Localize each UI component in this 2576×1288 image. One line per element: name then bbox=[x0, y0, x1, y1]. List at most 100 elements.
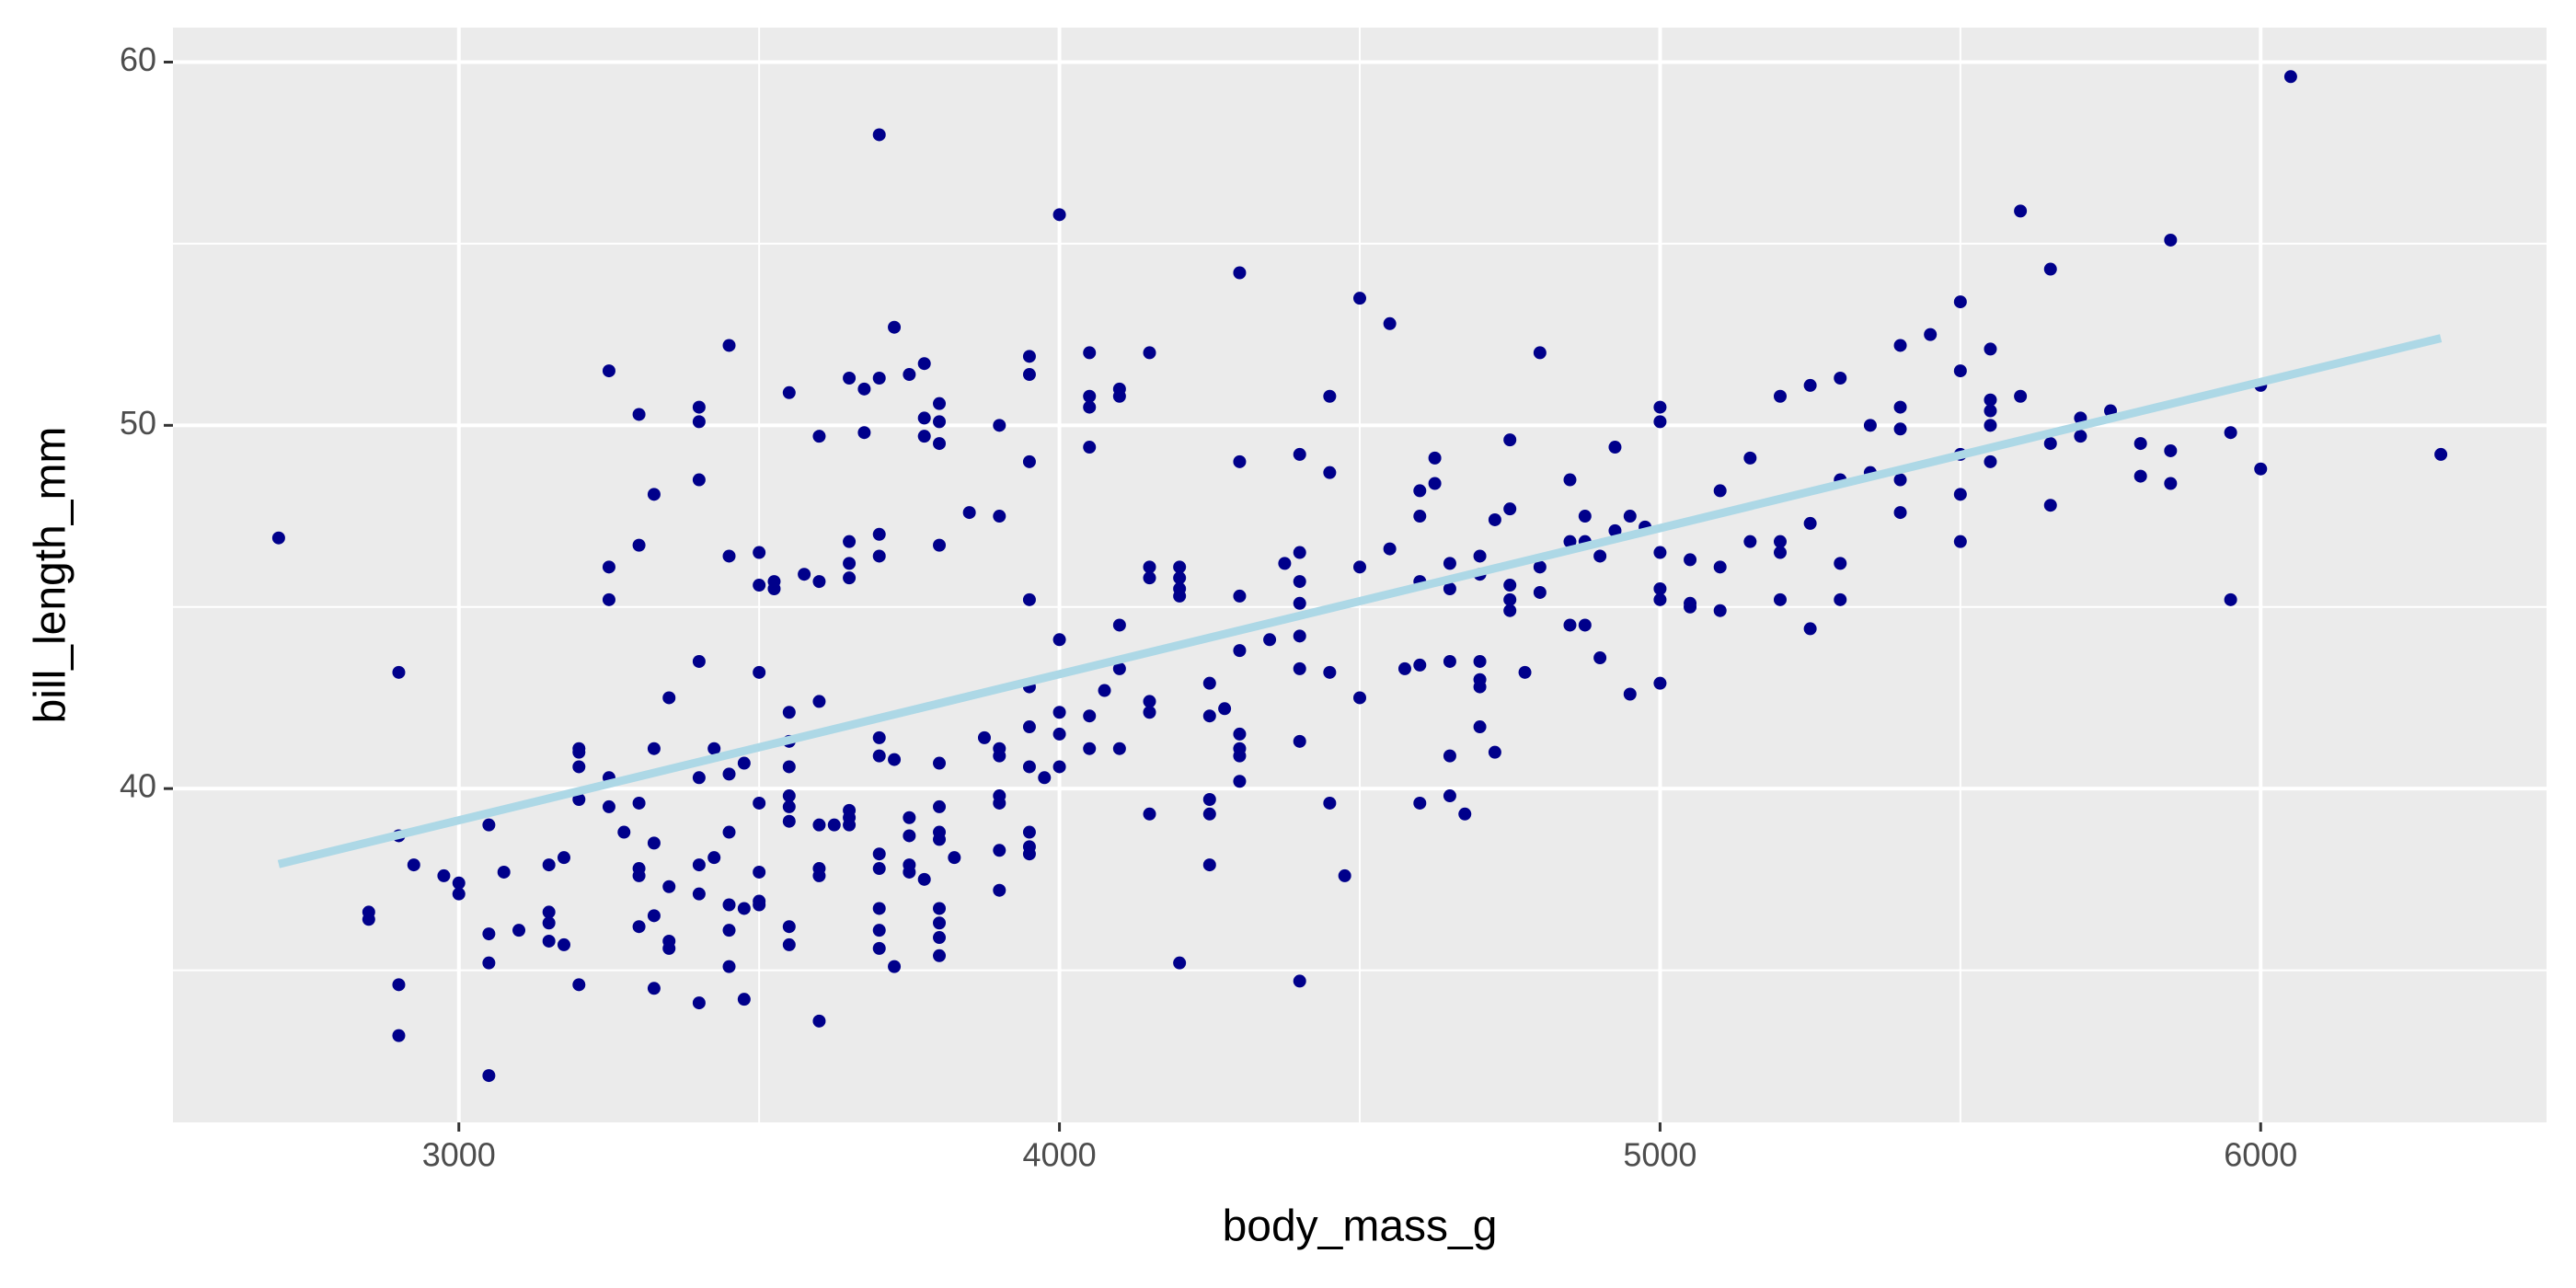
point bbox=[1608, 523, 1622, 537]
point bbox=[1083, 389, 1097, 403]
point bbox=[1022, 760, 1036, 774]
point bbox=[888, 960, 902, 973]
point bbox=[1022, 350, 1036, 363]
point bbox=[662, 691, 676, 705]
point bbox=[1803, 378, 1817, 392]
point bbox=[933, 415, 947, 429]
point bbox=[707, 742, 721, 755]
x-tick-label: 6000 bbox=[2224, 1136, 2297, 1174]
point bbox=[933, 538, 947, 552]
point bbox=[1278, 557, 1292, 570]
point bbox=[872, 549, 886, 563]
point bbox=[948, 851, 961, 865]
point bbox=[1713, 560, 1727, 574]
point bbox=[1428, 477, 1442, 490]
point bbox=[722, 339, 736, 352]
point bbox=[722, 767, 736, 781]
point bbox=[1473, 654, 1487, 668]
point bbox=[1473, 720, 1487, 734]
point bbox=[872, 730, 886, 744]
point bbox=[1383, 316, 1397, 330]
point bbox=[692, 887, 706, 901]
point bbox=[1173, 589, 1187, 603]
point bbox=[632, 920, 646, 934]
trend-line bbox=[277, 334, 2443, 868]
point bbox=[1653, 400, 1667, 414]
point bbox=[722, 549, 736, 563]
point bbox=[1202, 676, 1216, 690]
point bbox=[1233, 644, 1247, 658]
point bbox=[722, 924, 736, 937]
point bbox=[1503, 433, 1517, 447]
point bbox=[1173, 571, 1187, 585]
point bbox=[857, 426, 871, 440]
point bbox=[1143, 346, 1156, 360]
point bbox=[753, 796, 766, 810]
point bbox=[1578, 618, 1592, 632]
point bbox=[1083, 742, 1097, 755]
point bbox=[1338, 868, 1351, 882]
point bbox=[962, 506, 976, 520]
point bbox=[512, 924, 526, 937]
point bbox=[392, 665, 406, 679]
point bbox=[1052, 208, 1066, 222]
point bbox=[647, 982, 661, 995]
point bbox=[1488, 512, 1501, 526]
point bbox=[917, 872, 931, 886]
point bbox=[812, 575, 826, 589]
point bbox=[812, 818, 826, 832]
point bbox=[1263, 633, 1277, 647]
point bbox=[1052, 727, 1066, 741]
point bbox=[812, 1014, 826, 1028]
point bbox=[737, 902, 751, 915]
point bbox=[722, 960, 736, 973]
point bbox=[1443, 749, 1456, 763]
point bbox=[1323, 389, 1337, 403]
point bbox=[1022, 454, 1036, 468]
point bbox=[1503, 592, 1517, 606]
point bbox=[933, 931, 947, 945]
point bbox=[1098, 684, 1111, 697]
point bbox=[1984, 454, 1997, 468]
point bbox=[1233, 589, 1247, 603]
point bbox=[753, 546, 766, 559]
point bbox=[903, 368, 916, 382]
point bbox=[632, 408, 646, 421]
point bbox=[692, 400, 706, 414]
point bbox=[872, 862, 886, 876]
point bbox=[903, 829, 916, 843]
point bbox=[1083, 400, 1097, 414]
point bbox=[362, 913, 375, 926]
point bbox=[452, 876, 466, 890]
point bbox=[1893, 400, 1907, 414]
point bbox=[1293, 596, 1306, 610]
point bbox=[993, 883, 1006, 897]
point bbox=[1143, 695, 1156, 708]
point bbox=[557, 851, 570, 865]
y-tick-label: 60 bbox=[120, 40, 156, 78]
point bbox=[977, 730, 991, 744]
point bbox=[1563, 618, 1577, 632]
point bbox=[1052, 706, 1066, 719]
point bbox=[1022, 368, 1036, 382]
point bbox=[1834, 557, 1847, 570]
point bbox=[737, 756, 751, 770]
point bbox=[542, 934, 556, 948]
point bbox=[2224, 592, 2237, 606]
point bbox=[993, 510, 1006, 523]
point bbox=[753, 579, 766, 592]
point bbox=[482, 818, 496, 832]
point bbox=[1202, 793, 1216, 807]
point bbox=[602, 799, 615, 813]
point bbox=[1233, 727, 1247, 741]
point bbox=[993, 419, 1006, 432]
point bbox=[1428, 451, 1442, 465]
point bbox=[662, 941, 676, 955]
point bbox=[872, 924, 886, 937]
point bbox=[1593, 651, 1607, 665]
point bbox=[482, 927, 496, 941]
point bbox=[1293, 629, 1306, 643]
point bbox=[1112, 661, 1126, 675]
